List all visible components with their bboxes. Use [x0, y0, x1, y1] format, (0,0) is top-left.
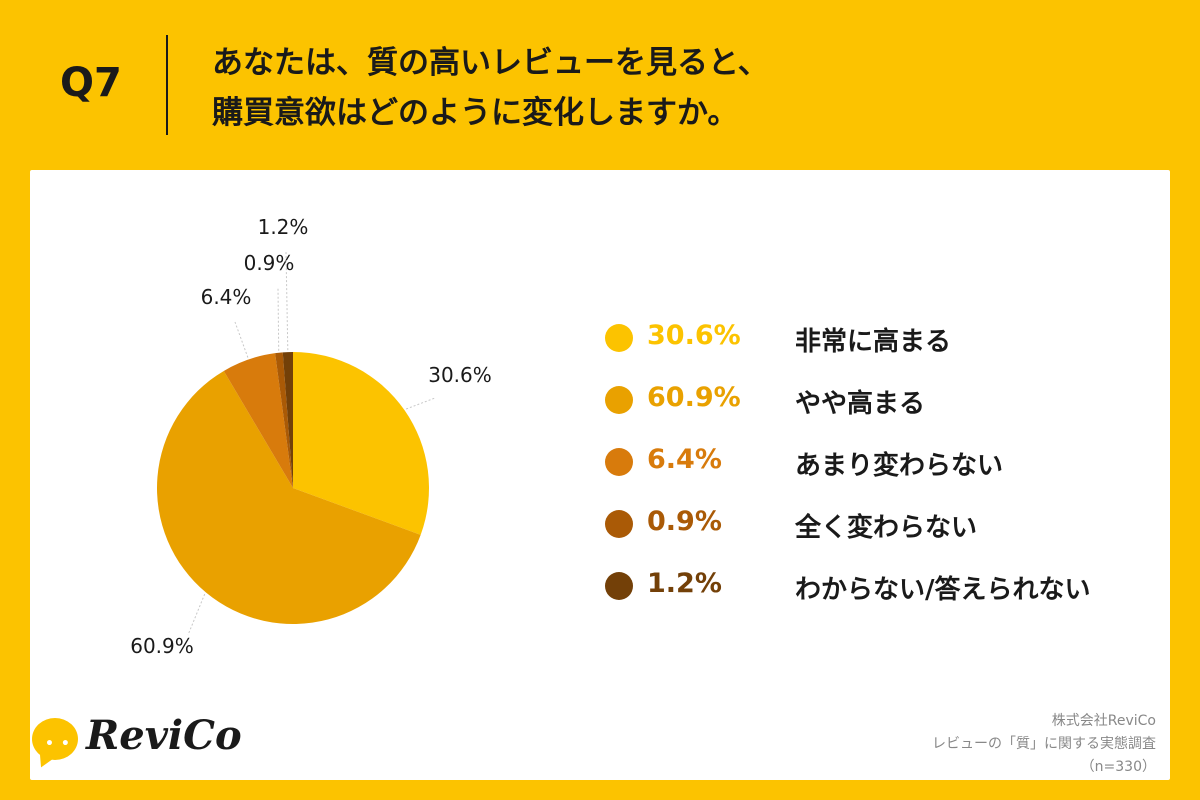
legend-swatch: [605, 448, 633, 476]
header: Q7 あなたは、質の高いレビューを見ると、 購買意欲はどのように変化しますか。: [0, 0, 1200, 168]
pie-slice-4: [275, 352, 293, 488]
legend-label: 非常に高まる: [795, 327, 952, 357]
legend-swatch: [605, 324, 633, 352]
pie-slice-5: [282, 352, 293, 488]
legend-label: やや高まる: [795, 389, 926, 419]
slice-label-4: 0.9%: [244, 251, 295, 275]
legend-swatch: [605, 386, 633, 414]
legend-value: 30.6%: [647, 320, 741, 351]
slice-label-3: 6.4%: [201, 285, 252, 309]
pie-slice-1: [293, 352, 430, 535]
leader-line-1: [405, 397, 436, 410]
legend-swatch: [605, 572, 633, 600]
slice-label-5: 1.2%: [258, 215, 309, 239]
bubble-dots-icon: • •: [45, 736, 71, 752]
leader-line-3: [234, 321, 249, 358]
question-title-line-2: 購買意欲はどのように変化しますか。: [212, 95, 739, 131]
question-title-line-1: あなたは、質の高いレビューを見ると、: [212, 45, 769, 81]
pie-slice-2: [157, 370, 421, 625]
revico-logo: • • ReviCo: [30, 710, 270, 780]
legend-label: あまり変わらない: [795, 451, 1004, 481]
question-number: Q7: [60, 60, 122, 106]
leader-line-2: [187, 593, 206, 636]
legend-value: 0.9%: [647, 506, 722, 537]
legend-swatch: [605, 510, 633, 538]
source-note: 株式会社ReviCo レビューの「質」に関する実態調査 （n=330）: [932, 710, 1156, 779]
leader-line-4: [277, 287, 280, 351]
question-title: あなたは、質の高いレビューを見ると、 購買意欲はどのように変化しますか。: [212, 38, 769, 138]
legend-value: 6.4%: [647, 444, 722, 475]
source-sample: （n=330）: [1080, 759, 1156, 775]
header-divider: [166, 35, 168, 135]
logo-text: ReviCo: [86, 712, 242, 759]
legend-label: わからない/答えられない: [795, 575, 1091, 605]
chart-panel: 30.6% 60.9% 6.4% 0.9% 1.2% 30.6% 非常に高まる 60.9% や…: [30, 170, 1170, 780]
legend-label: 全く変わらない: [795, 513, 978, 543]
speech-bubble-icon: [32, 718, 78, 760]
slice-label-2: 60.9%: [130, 634, 194, 658]
source-survey: レビューの「質」に関する実態調査: [932, 736, 1156, 752]
slice-label-1: 30.6%: [428, 363, 492, 387]
leader-line-5: [285, 251, 289, 351]
source-company: 株式会社ReviCo: [1051, 713, 1156, 729]
pie-slice-3: [223, 353, 293, 488]
pie-chart: 30.6% 60.9% 6.4% 0.9% 1.2%: [130, 215, 492, 658]
legend-value: 60.9%: [647, 382, 741, 413]
legend-value: 1.2%: [647, 568, 722, 599]
